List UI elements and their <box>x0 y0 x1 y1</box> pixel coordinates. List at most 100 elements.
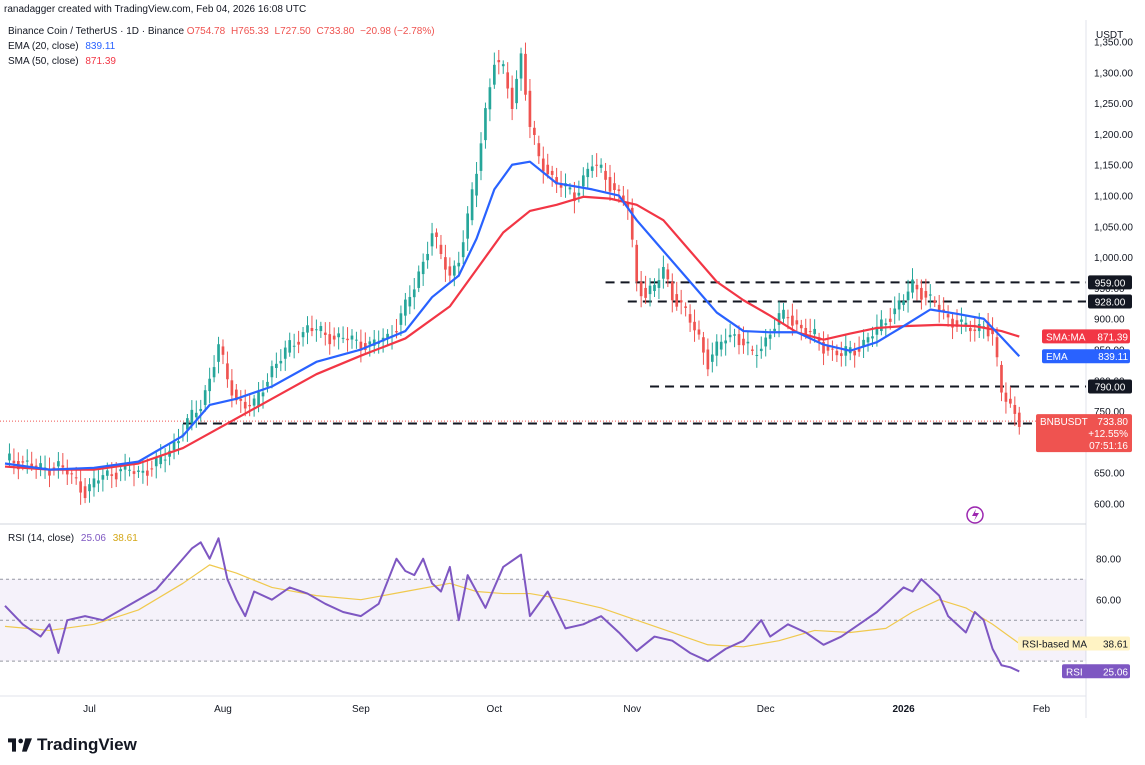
rsi-legend-label: RSI (14, close) <box>8 533 75 544</box>
candle-body <box>630 207 634 240</box>
candle-body <box>243 401 247 409</box>
candle-body <box>519 53 523 79</box>
ema-legend[interactable]: EMA (20, close) 839.11 <box>8 41 115 52</box>
candle-body <box>408 296 412 307</box>
candle-body <box>252 398 256 406</box>
candle-body <box>346 338 349 341</box>
sma-tag <box>1042 329 1130 344</box>
candle-body <box>813 328 816 335</box>
candle-body <box>991 329 994 335</box>
candle-body <box>679 300 683 303</box>
sma-50-line <box>4 195 1020 471</box>
candle-body <box>114 472 118 480</box>
candle-body <box>159 455 163 465</box>
candle-body <box>306 325 309 333</box>
candle-body <box>506 72 510 89</box>
sma-legend[interactable]: SMA (50, close) 871.39 <box>8 56 116 67</box>
candle-body <box>635 244 639 282</box>
candle-body <box>310 327 314 332</box>
candle-body <box>533 127 536 135</box>
candle-body <box>622 195 625 202</box>
candle-body <box>786 317 790 319</box>
candle-body <box>951 318 954 328</box>
time-tick-label: Jul <box>83 704 96 715</box>
candle-body <box>328 334 332 345</box>
candle-body <box>212 367 216 378</box>
candle-body <box>1000 364 1003 393</box>
candle-body <box>203 390 207 405</box>
candle-body <box>275 363 278 369</box>
time-tick-label: Feb <box>1033 704 1051 715</box>
candle-body <box>101 475 105 480</box>
candle-body <box>808 331 812 333</box>
candle-body <box>604 170 607 180</box>
candle-body <box>97 480 100 484</box>
candle-body <box>791 315 794 326</box>
flash-icon-bolt <box>972 509 979 521</box>
candle-body <box>955 320 959 327</box>
candle-body <box>1009 398 1012 404</box>
candle-body <box>688 314 692 323</box>
candle-body <box>177 441 180 444</box>
candle-body <box>172 441 176 450</box>
candle-body <box>537 143 541 157</box>
time-tick-label: Dec <box>757 704 775 715</box>
candle-body <box>88 484 91 492</box>
candle-body <box>515 78 518 104</box>
brand-name: TradingView <box>37 735 137 754</box>
candle-body <box>399 313 403 325</box>
candle-body <box>831 348 834 350</box>
candle-body <box>34 465 38 467</box>
price-tick-label: 1,300.00 <box>1094 68 1133 79</box>
candle-body <box>323 332 327 335</box>
candle-body <box>208 378 211 392</box>
candle-body <box>368 341 372 345</box>
candle-body <box>350 335 354 340</box>
candle-body <box>123 463 127 470</box>
candle-body <box>799 324 803 329</box>
candle-body <box>546 164 550 175</box>
candle-body <box>226 363 229 380</box>
ema-legend-value: 839.11 <box>85 41 116 52</box>
candle-body <box>911 279 914 293</box>
candle-body <box>119 469 122 472</box>
candle-body <box>501 64 505 67</box>
candle-body <box>297 341 300 345</box>
attribution: ranadagger created with TradingView.com,… <box>4 4 307 15</box>
tradingview-logo-icon <box>8 738 32 752</box>
price-tag-pct: +12.55% <box>1088 429 1128 440</box>
candle-body <box>702 337 705 353</box>
candle-body <box>577 192 581 196</box>
price-tick-label: 1,350.00 <box>1094 38 1133 49</box>
ohlc-values: O754.78 H765.33 L727.50 C733.80 −20.98 (… <box>187 26 438 37</box>
candle-body <box>862 339 865 347</box>
candle-body <box>230 380 234 396</box>
currency-label: USDT <box>1096 30 1123 41</box>
sma-tag-label: SMA:MA <box>1046 332 1086 343</box>
candle-body <box>21 461 25 463</box>
rsi-tick-label: 80.00 <box>1096 555 1121 566</box>
tradingview-logo[interactable]: TradingView <box>8 735 137 755</box>
candle-body <box>755 354 759 356</box>
rsi-tag <box>1062 664 1130 679</box>
price-tag-symbol: BNBUSDT <box>1040 417 1088 428</box>
candle-body <box>888 318 892 322</box>
candle-body <box>199 408 203 412</box>
price-tick-label: 1,100.00 <box>1094 192 1133 203</box>
candle-body <box>880 319 883 332</box>
candle-body <box>568 187 572 190</box>
candle-body <box>315 329 318 331</box>
candle-body <box>484 108 487 141</box>
candle-body <box>510 87 514 110</box>
rsi-legend[interactable]: RSI (14, close) 25.06 38.61 <box>8 533 138 544</box>
symbol-name[interactable]: Binance Coin / TetherUS · 1D · Binance <box>8 26 185 37</box>
price-tick-label: 750.00 <box>1094 407 1125 418</box>
low-value: L727.50 <box>274 26 311 37</box>
ema-tag-value: 839.11 <box>1098 352 1128 363</box>
candle-body <box>960 319 963 322</box>
candle-body <box>332 335 336 340</box>
candle-body <box>461 242 465 258</box>
candle-body <box>693 321 696 331</box>
candle-body <box>897 300 901 310</box>
